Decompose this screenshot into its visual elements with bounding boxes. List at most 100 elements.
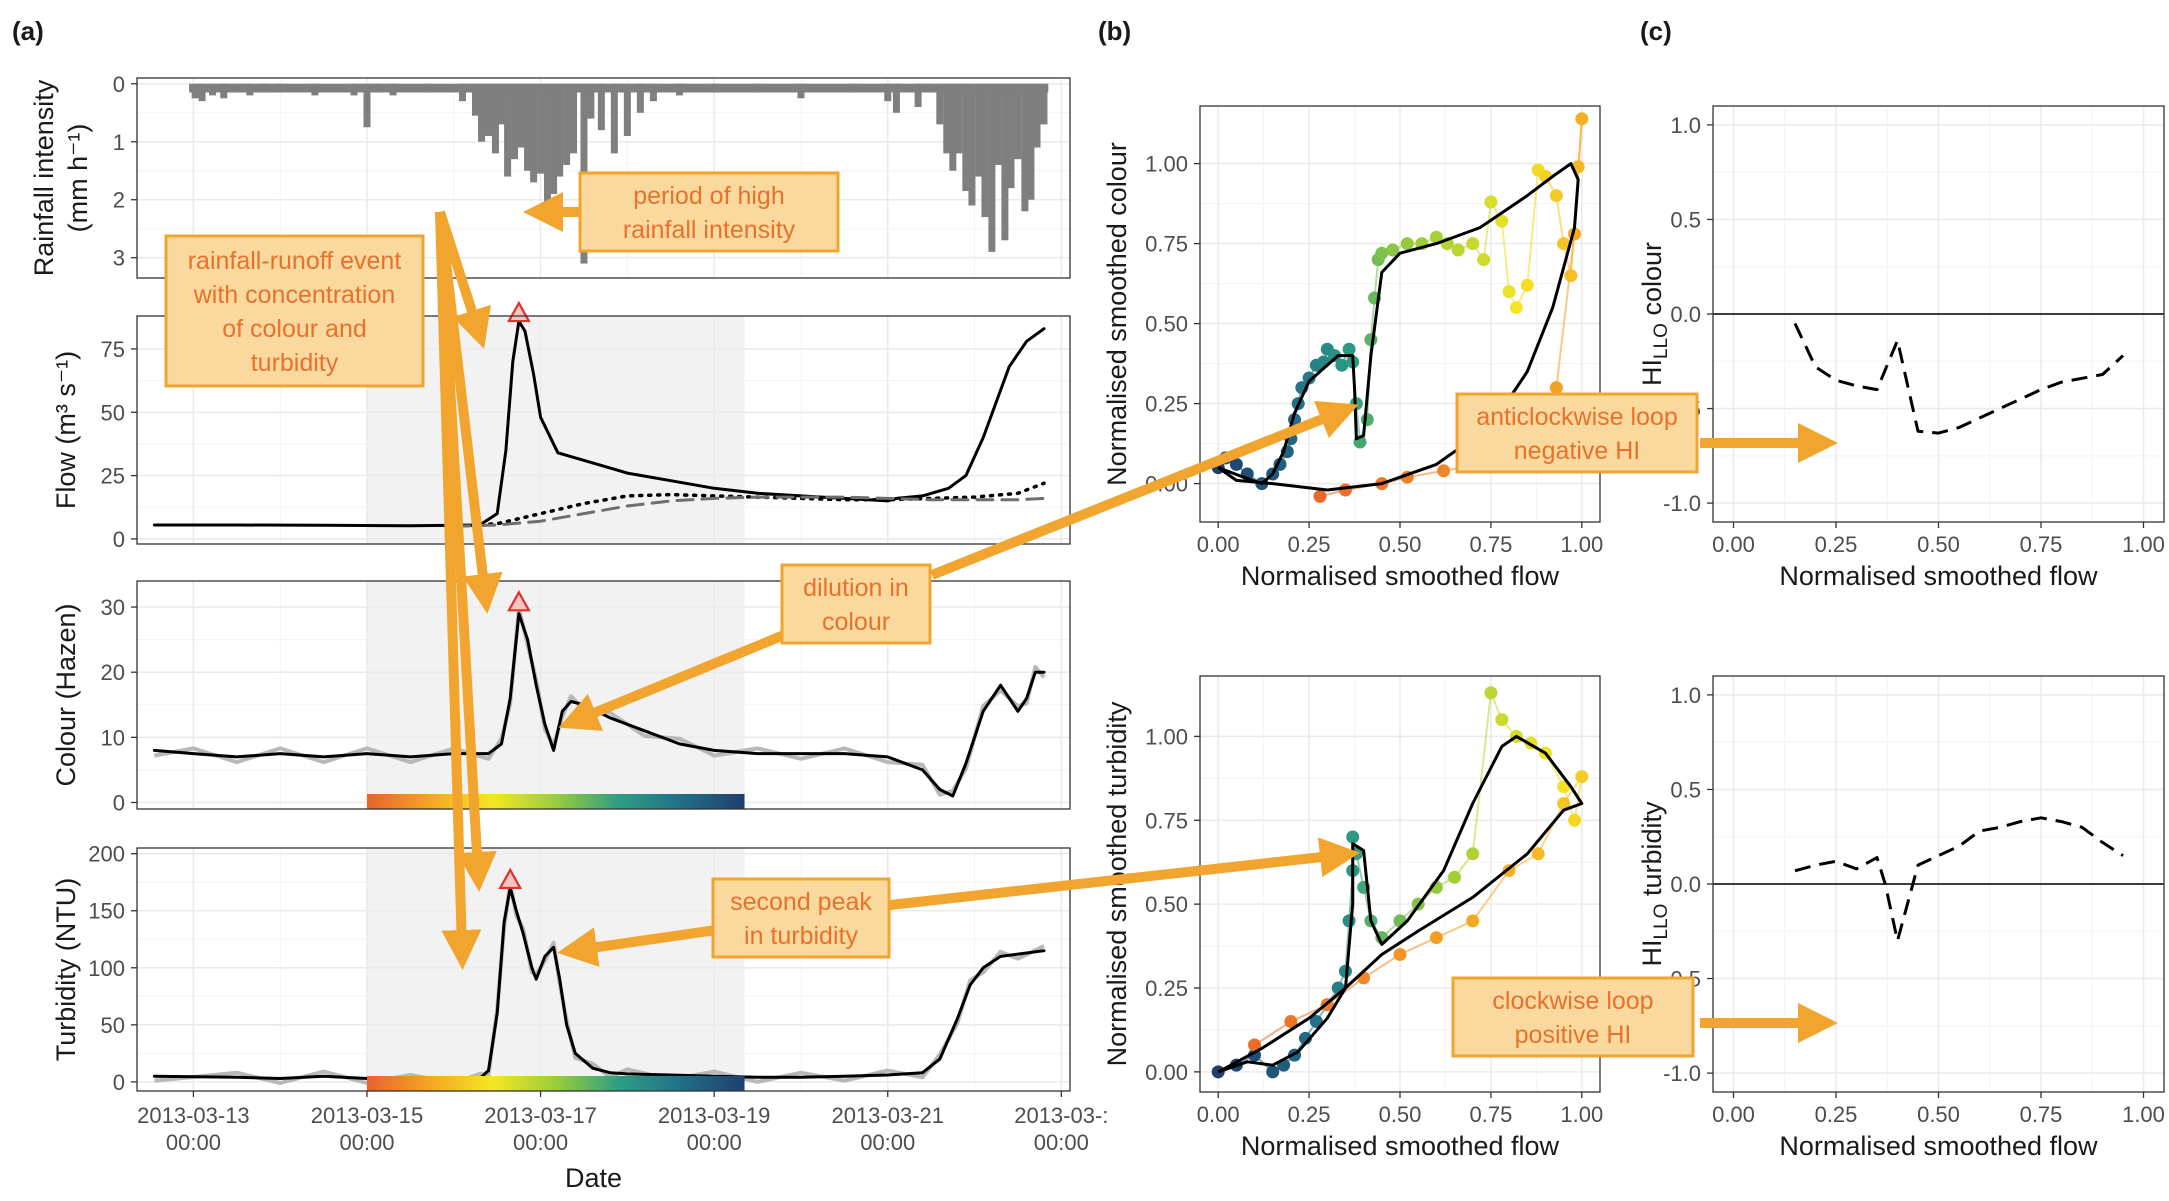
x-tick-label: 00:00 bbox=[687, 1130, 742, 1155]
x-tick-label: 00:00 bbox=[513, 1130, 568, 1155]
data-layer bbox=[1713, 313, 2164, 435]
rain-bar bbox=[1027, 83, 1035, 200]
x-tick-label: 0.50 bbox=[1379, 532, 1422, 557]
y-axis-label-group: Colour (Hazen) bbox=[51, 603, 81, 786]
x-tick-label: 0.50 bbox=[1917, 532, 1960, 557]
x-tick-label: 0.50 bbox=[1379, 1102, 1422, 1127]
annotation-arrow bbox=[930, 400, 1359, 580]
rain-bar bbox=[623, 83, 631, 136]
rain-bar bbox=[1014, 83, 1022, 160]
x-axis-label: Date bbox=[565, 1163, 622, 1193]
point-connector bbox=[1363, 953, 1401, 979]
x-axis-label: Normalised smoothed flow bbox=[1779, 1131, 2098, 1161]
scatter-point bbox=[1495, 214, 1509, 228]
y-tick-label: 30 bbox=[101, 595, 125, 620]
scatter-point bbox=[1357, 971, 1371, 985]
annotation-box bbox=[711, 877, 891, 959]
x-tick-label: 0.25 bbox=[1815, 532, 1858, 557]
annotation-second: second peak in turbidity bbox=[711, 877, 891, 959]
panel-label: (c) bbox=[1640, 16, 1672, 46]
y-tick-label: 1.00 bbox=[1145, 724, 1188, 749]
annotation-text: positive HI bbox=[1515, 1021, 1632, 1049]
scatter-point bbox=[1448, 870, 1462, 884]
scatter-point bbox=[1393, 947, 1407, 961]
x-tick-label: 0.25 bbox=[1288, 532, 1331, 557]
scatter-point bbox=[1248, 1038, 1262, 1052]
rain-bar bbox=[524, 83, 532, 171]
scatter-point bbox=[1564, 269, 1578, 283]
event-colour-bar bbox=[366, 1076, 745, 1091]
annotation-box bbox=[164, 234, 425, 388]
rain-bar bbox=[530, 83, 538, 183]
y-tick-label: -1.0 bbox=[1663, 491, 1701, 516]
y-axis-label: HILLO colour bbox=[1637, 242, 1672, 386]
annotation-text: clockwise loop bbox=[1492, 987, 1653, 1015]
scatter-point bbox=[1229, 457, 1243, 471]
data-layer bbox=[1211, 686, 1589, 1079]
panel-flow: 0 25 50 75 Flow (m³ s⁻¹) bbox=[51, 300, 1071, 552]
y-axis-label: Normalised smoothed colour bbox=[1102, 142, 1132, 486]
rain-bar bbox=[517, 83, 525, 148]
x-tick-label: 0.00 bbox=[1197, 1102, 1240, 1127]
point-connector bbox=[1555, 233, 1576, 388]
y-axis-label: Colour (Hazen) bbox=[51, 603, 81, 786]
y-tick-label: 20 bbox=[101, 660, 125, 685]
scatter-point bbox=[1557, 237, 1571, 251]
rain-bar bbox=[1007, 83, 1015, 189]
rain-bar bbox=[968, 83, 976, 206]
annotation-clock: clockwise loop positive HI bbox=[1451, 976, 1695, 1058]
annotation-arrow bbox=[889, 837, 1360, 910]
x-tick-label: 1.00 bbox=[1560, 532, 1603, 557]
rain-bar bbox=[994, 83, 1002, 165]
scatter-point bbox=[1484, 686, 1498, 700]
scatter-point bbox=[1342, 914, 1356, 928]
rain-bar bbox=[556, 83, 564, 177]
y-tick-label: 1.00 bbox=[1145, 152, 1188, 177]
x-tick-label: 00:00 bbox=[166, 1130, 221, 1155]
y-axis-label-group: Turbidity (NTU) bbox=[51, 878, 81, 1062]
y-tick-label: 0.5 bbox=[1670, 777, 1701, 802]
event-colour-bar bbox=[366, 794, 745, 809]
y-axis-label-line: Rainfall intensity bbox=[29, 79, 59, 276]
y-axis-label-group: HILLO turbidity bbox=[1637, 801, 1672, 966]
y-tick-label: 0.50 bbox=[1145, 892, 1188, 917]
rain-bar bbox=[478, 83, 486, 142]
rain-bar bbox=[914, 83, 922, 107]
point-connector bbox=[1344, 920, 1351, 972]
annotation-text: rainfall intensity bbox=[623, 216, 796, 244]
scatter-point bbox=[1328, 349, 1342, 363]
x-tick-label: 0.25 bbox=[1815, 1102, 1858, 1127]
point-connector bbox=[1369, 297, 1376, 340]
x-tick-label: 1.00 bbox=[2122, 532, 2165, 557]
x-tick-label: 0.75 bbox=[1469, 532, 1512, 557]
scatter-point bbox=[1346, 830, 1360, 844]
rain-bar bbox=[504, 83, 512, 177]
x-axis-label: Normalised smoothed flow bbox=[1779, 561, 2098, 591]
panel-turbidity_hysteresis: 0.00 0.25 0.50 0.75 1.00 0.00 0.25 0.50 0.75 1.00… bbox=[1102, 675, 1603, 1161]
scatter-point bbox=[1484, 195, 1498, 209]
annotation-text: anticlockwise loop bbox=[1476, 403, 1678, 431]
rain-bar bbox=[1001, 83, 1009, 241]
y-tick-label: 0.75 bbox=[1145, 232, 1188, 257]
scatter-point bbox=[1575, 112, 1589, 126]
x-tick-label: 2013-03-13 bbox=[137, 1103, 250, 1128]
y-tick-label: 0.00 bbox=[1145, 1060, 1188, 1085]
scatter-point bbox=[1531, 847, 1545, 861]
panel-hi_colour: 1.00.50.0-0.5-1.00.000.250.500.751.00Nor… bbox=[1637, 105, 2165, 591]
scatter-point bbox=[1466, 914, 1480, 928]
y-tick-label: 50 bbox=[101, 400, 125, 425]
x-tick-label: 0.00 bbox=[1712, 532, 1755, 557]
rain-bar bbox=[949, 83, 957, 171]
x-tick-label: 00:00 bbox=[339, 1130, 394, 1155]
point-connector bbox=[1435, 919, 1474, 939]
annotation-dilution: dilution in colour bbox=[780, 563, 932, 645]
rain-bar bbox=[962, 83, 970, 192]
rain-bar bbox=[892, 83, 900, 113]
annotation-rain: period of high rainfall intensity bbox=[578, 171, 840, 253]
panel-colour_hysteresis: 0.000.250.500.751.000.000.250.500.751.00… bbox=[1102, 105, 1603, 591]
scatter-point bbox=[1557, 796, 1571, 810]
rain-bar bbox=[485, 83, 493, 136]
x-tick-label: 0.75 bbox=[1469, 1102, 1512, 1127]
rain-bar bbox=[491, 83, 499, 154]
annotation-event: rainfall-runoff event with concentration o… bbox=[164, 234, 425, 388]
